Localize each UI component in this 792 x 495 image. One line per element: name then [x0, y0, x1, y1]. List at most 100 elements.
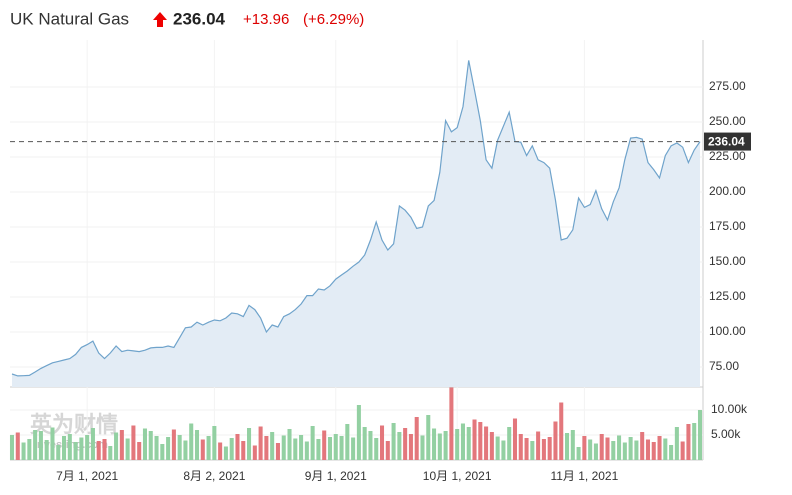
volume-bar — [443, 431, 448, 460]
volume-bar — [408, 434, 413, 460]
title: UK Natural Gas — [10, 9, 129, 28]
volume-bar — [455, 429, 460, 460]
volume-bar — [131, 425, 136, 460]
volume-bar — [351, 437, 356, 460]
volume-bar — [38, 431, 43, 460]
y2-tick-label: 10.00k — [711, 402, 748, 416]
volume-bar — [264, 436, 269, 460]
volume-bar — [189, 423, 194, 460]
volume-bar — [293, 438, 298, 460]
volume-bar — [44, 440, 49, 460]
volume-bar — [518, 434, 523, 460]
volume-bar — [634, 440, 639, 460]
volume-bar — [645, 439, 650, 460]
volume-bar — [177, 435, 182, 460]
volume-bar — [270, 432, 275, 460]
volume-bar — [171, 429, 176, 460]
volume-bar — [541, 439, 546, 460]
volume-bar — [333, 434, 338, 460]
volume-bar — [322, 430, 327, 460]
volume-bar — [275, 443, 280, 460]
volume-bar — [460, 423, 465, 460]
volume-bar — [79, 437, 84, 460]
volume-bar — [368, 431, 373, 460]
volume-bar — [310, 426, 315, 460]
volume-bar — [605, 437, 610, 460]
volume-bar — [553, 421, 558, 460]
volume-bar — [617, 435, 622, 460]
volume-bar — [9, 435, 15, 460]
volume-bar — [281, 435, 286, 460]
volume-bar — [258, 426, 263, 460]
volume-bar — [478, 422, 483, 460]
volume-bar — [27, 439, 32, 460]
volume-bar — [547, 437, 552, 460]
volume-bar — [119, 430, 124, 460]
volume-bar — [426, 415, 431, 460]
volume-bar — [565, 433, 570, 460]
volume-bar — [484, 426, 489, 460]
x-tick-label: 11月 1, 2021 — [550, 469, 618, 483]
volume-bar — [356, 405, 361, 460]
volume-bar — [299, 435, 304, 460]
volume-bar — [200, 439, 205, 460]
volume-bar — [379, 425, 385, 460]
volume-bar — [183, 440, 188, 460]
y-tick-label: 175.00 — [709, 219, 746, 233]
volume-bar — [142, 428, 147, 460]
volume-bar — [651, 442, 656, 460]
volume-bar — [154, 436, 159, 460]
volume-bar — [472, 419, 477, 460]
volume-bar — [489, 432, 494, 460]
volume-bar — [622, 442, 627, 460]
volume-bar — [397, 432, 402, 460]
volume-bar — [96, 441, 101, 460]
volume-bar — [403, 428, 408, 460]
volume-bar — [235, 434, 240, 460]
volume-bar — [252, 445, 257, 460]
volume-bar — [391, 423, 396, 460]
volume-bar — [50, 427, 55, 460]
last-price-badge — [704, 132, 751, 151]
watermark: 英为财情 — [30, 412, 118, 437]
volume-bar — [247, 428, 252, 460]
volume-bar — [582, 436, 587, 460]
volume-bar — [33, 430, 38, 460]
volume-bar — [73, 442, 78, 460]
volume-bar — [15, 432, 20, 460]
volume-bar — [669, 445, 674, 460]
volume-bar — [160, 444, 165, 460]
volume-bar — [466, 427, 471, 460]
volume-bar — [362, 427, 367, 460]
price-area — [12, 60, 700, 388]
volume-bar — [536, 431, 541, 460]
volume-bar — [657, 436, 662, 460]
volume-bar — [599, 434, 604, 460]
volume-bar — [576, 447, 581, 460]
y-tick-label: 200.00 — [709, 184, 746, 198]
y-tick-label: 125.00 — [709, 289, 746, 303]
last-price-label: 236.04 — [708, 135, 745, 149]
x-tick-label: 9月 1, 2021 — [305, 469, 367, 483]
volume-bar — [559, 402, 564, 460]
volume-bar — [449, 387, 454, 460]
y-tick-label: 275.00 — [709, 79, 746, 93]
volume-bar — [414, 417, 419, 460]
volume-bar — [125, 438, 130, 460]
volume-bar — [67, 434, 72, 460]
volume-bar — [345, 424, 350, 460]
volume-bar — [674, 427, 679, 460]
volume-bar — [686, 424, 691, 460]
volume-bar — [663, 438, 668, 460]
volume-bar — [339, 436, 344, 460]
volume-bar — [62, 436, 67, 460]
volume-bar — [501, 440, 506, 460]
volume-bar — [385, 441, 390, 460]
volume-bar — [420, 435, 425, 460]
volume-bar — [148, 431, 153, 460]
volume-bar — [692, 423, 697, 460]
y2-tick-label: 5.00k — [711, 427, 741, 441]
volume-bar — [21, 442, 26, 460]
volume-bar — [194, 430, 200, 460]
